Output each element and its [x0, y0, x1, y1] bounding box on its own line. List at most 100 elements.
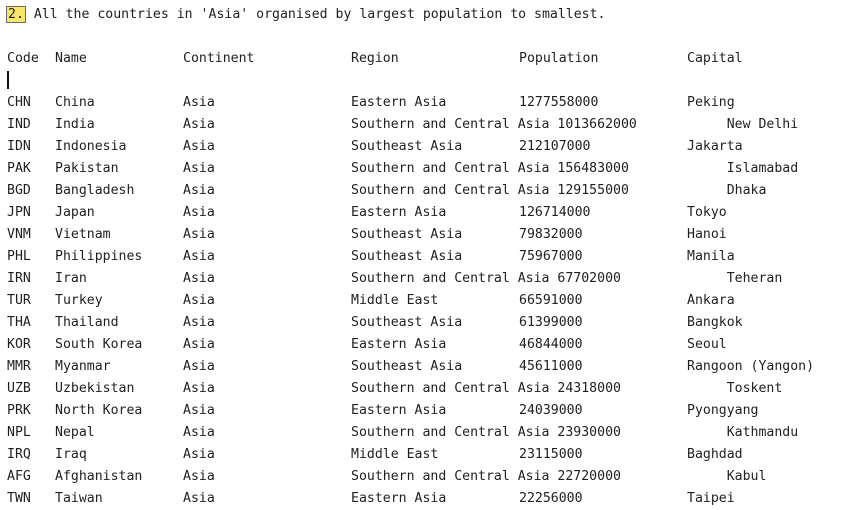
- cell-continent: Asia: [183, 293, 215, 308]
- text-editor[interactable]: 2. All the countries in 'Asia' organised…: [6, 0, 852, 510]
- cell-code: IND: [7, 117, 31, 132]
- cell-population: 212107000: [519, 139, 591, 154]
- cell-region: Southern and Central Asia 22720000: [351, 469, 621, 484]
- cell-continent: Asia: [183, 425, 215, 440]
- cell-region: Eastern Asia: [351, 337, 447, 352]
- table-row: KOR South Korea Asia Eastern Asia 46844000 Se…: [7, 334, 852, 356]
- cell-capital: Bangkok: [687, 315, 743, 330]
- cell-continent: Asia: [183, 381, 215, 396]
- table-row: BGD Bangladesh Asia Southern and Central As…: [7, 180, 852, 202]
- cell-code: IRN: [7, 271, 31, 286]
- table-row: TWN Taiwan Asia Eastern Asia 22256000 Taipei: [7, 488, 852, 510]
- cell-region: Southern and Central Asia 1013662000: [351, 117, 637, 132]
- cell-name: Japan: [55, 205, 95, 220]
- cell-region: Southern and Central Asia 24318000: [351, 381, 621, 396]
- cell-capital: Taipei: [687, 491, 735, 506]
- cell-name: Afghanistan: [55, 469, 143, 484]
- cell-capital: Rangoon (Yangon): [687, 359, 815, 374]
- text-cursor: [7, 71, 9, 89]
- cell-continent: Asia: [183, 315, 215, 330]
- table-row: CHN China Asia Eastern Asia 1277558000 Peking: [7, 92, 852, 114]
- table-row: JPN Japan Asia Eastern Asia 126714000 Tokyo: [7, 202, 852, 224]
- cell-name: Turkey: [55, 293, 103, 308]
- cell-continent: Asia: [183, 271, 215, 286]
- table-row: IND India Asia Southern and Central Asia 10…: [7, 114, 852, 136]
- table-row: IRN Iran Asia Southern and Central Asia 677…: [7, 268, 852, 290]
- cell-name: India: [55, 117, 95, 132]
- cell-name: Iran: [55, 271, 87, 286]
- cell-population: 79832000: [519, 227, 583, 242]
- table-row: VNM Vietnam Asia Southeast Asia 79832000 Hano…: [7, 224, 852, 246]
- cell-capital: Peking: [687, 95, 735, 110]
- cell-continent: Asia: [183, 95, 215, 110]
- table-row: UZB Uzbekistan Asia Southern and Central As…: [7, 378, 852, 400]
- cell-capital: Kabul: [687, 469, 767, 484]
- cell-code: TUR: [7, 293, 31, 308]
- header-code: Code: [7, 51, 39, 66]
- cell-name: Vietnam: [55, 227, 111, 242]
- cell-code: NPL: [7, 425, 31, 440]
- table-row: IDN Indonesia Asia Southeast Asia 212107000 J…: [7, 136, 852, 158]
- cell-capital: New Delhi: [687, 117, 799, 132]
- cell-name: China: [55, 95, 95, 110]
- cell-name: Nepal: [55, 425, 95, 440]
- table-row: PAK Pakistan Asia Southern and Central Asia…: [7, 158, 852, 180]
- header-population: Population: [519, 51, 599, 66]
- table-row: TUR Turkey Asia Middle East 66591000 Ankara: [7, 290, 852, 312]
- cell-capital: Seoul: [687, 337, 727, 352]
- table-row: PRK North Korea Asia Eastern Asia 24039000 Py…: [7, 400, 852, 422]
- cell-region: Southeast Asia: [351, 139, 463, 154]
- cell-name: Uzbekistan: [55, 381, 135, 396]
- cell-population: 126714000: [519, 205, 591, 220]
- cell-capital: Teheran: [687, 271, 783, 286]
- cell-continent: Asia: [183, 249, 215, 264]
- cell-region: Eastern Asia: [351, 95, 447, 110]
- cell-capital: Islamabad: [687, 161, 799, 176]
- cell-region: Southern and Central Asia 23930000: [351, 425, 621, 440]
- cell-name: Pakistan: [55, 161, 119, 176]
- cell-code: PAK: [7, 161, 31, 176]
- cell-region: Eastern Asia: [351, 491, 447, 506]
- cell-region: Eastern Asia: [351, 403, 447, 418]
- cell-code: UZB: [7, 381, 31, 396]
- cell-code: PHL: [7, 249, 31, 264]
- cell-region: Southern and Central Asia 156483000: [351, 161, 629, 176]
- header-continent: Continent: [183, 51, 255, 66]
- cell-continent: Asia: [183, 403, 215, 418]
- cell-region: Middle East: [351, 447, 439, 462]
- cell-region: Southeast Asia: [351, 359, 463, 374]
- cell-population: 66591000: [519, 293, 583, 308]
- cell-capital: Hanoi: [687, 227, 727, 242]
- table-row: PHL Philippines Asia Southeast Asia 75967000…: [7, 246, 852, 268]
- cell-code: VNM: [7, 227, 31, 242]
- cell-continent: Asia: [183, 359, 215, 374]
- heading-text: All the countries in 'Asia' organised by…: [25, 7, 606, 22]
- cell-continent: Asia: [183, 491, 215, 506]
- cell-capital: Tokyo: [687, 205, 727, 220]
- cell-capital: Ankara: [687, 293, 735, 308]
- cell-name: North Korea: [55, 403, 143, 418]
- cell-continent: Asia: [183, 447, 215, 462]
- header-name: Name: [55, 51, 87, 66]
- table-row: THA Thailand Asia Southeast Asia 61399000 Ban…: [7, 312, 852, 334]
- cell-population: 45611000: [519, 359, 583, 374]
- cell-code: KOR: [7, 337, 31, 352]
- cell-population: 22256000: [519, 491, 583, 506]
- cell-region: Southeast Asia: [351, 227, 463, 242]
- cell-code: PRK: [7, 403, 31, 418]
- cell-region: Southern and Central Asia 129155000: [351, 183, 629, 198]
- heading-marker: 2.: [6, 6, 26, 23]
- cell-continent: Asia: [183, 117, 215, 132]
- cell-population: 61399000: [519, 315, 583, 330]
- cell-population: 23115000: [519, 447, 583, 462]
- cell-continent: Asia: [183, 183, 215, 198]
- cell-name: South Korea: [55, 337, 143, 352]
- cell-capital: Dhaka: [687, 183, 767, 198]
- cell-code: JPN: [7, 205, 31, 220]
- cell-capital: Pyongyang: [687, 403, 759, 418]
- cell-continent: Asia: [183, 139, 215, 154]
- cell-code: MMR: [7, 359, 31, 374]
- cell-region: Eastern Asia: [351, 205, 447, 220]
- cell-code: THA: [7, 315, 31, 330]
- cell-code: AFG: [7, 469, 31, 484]
